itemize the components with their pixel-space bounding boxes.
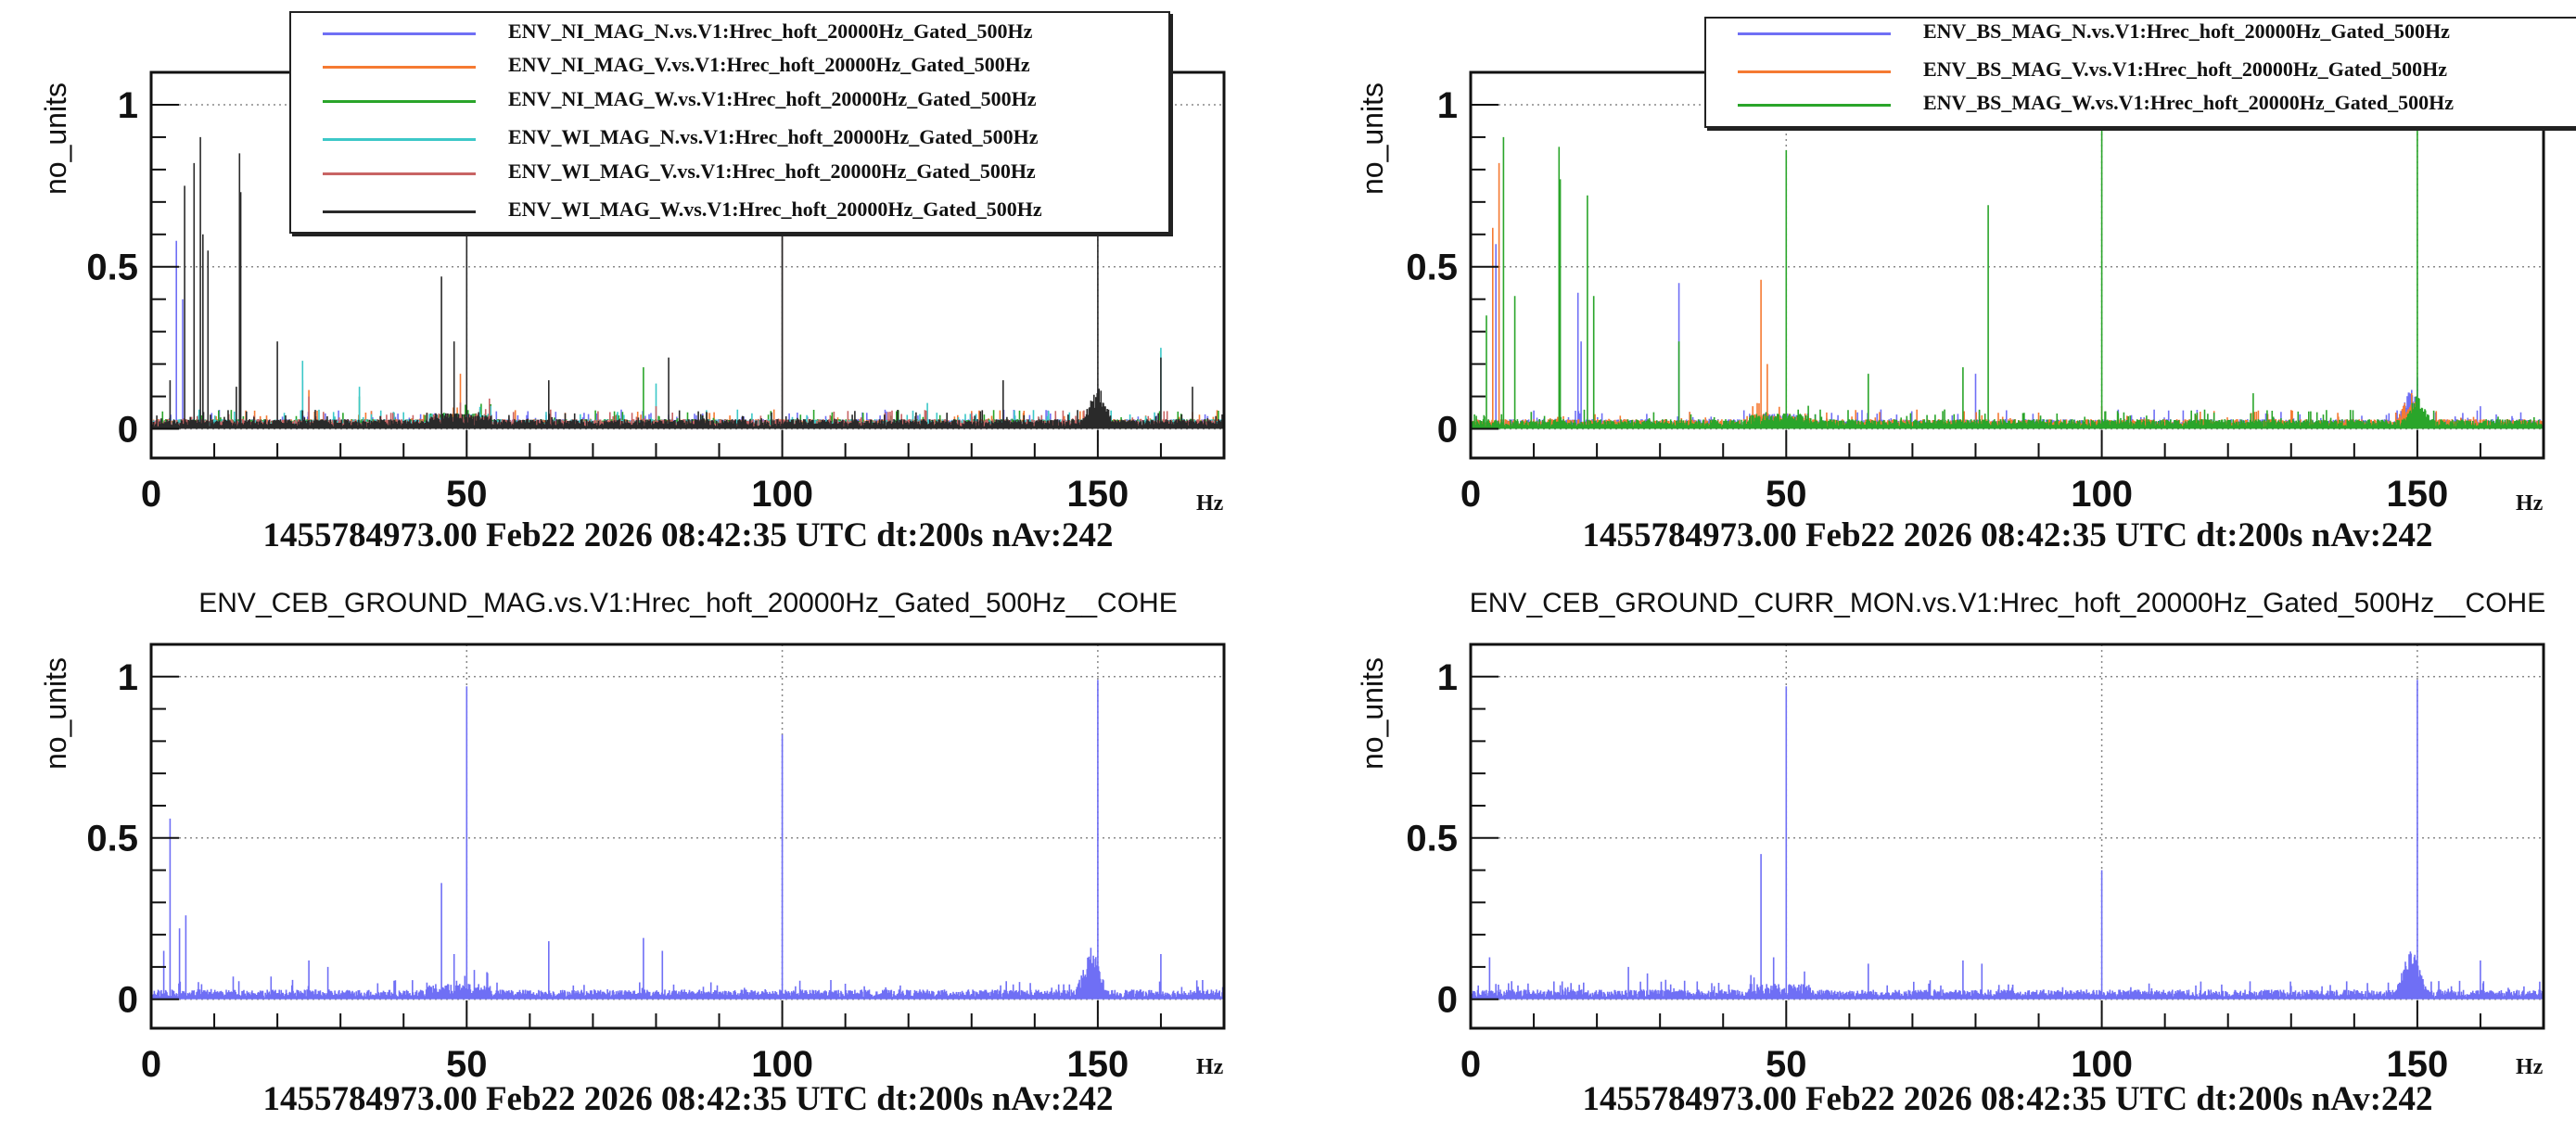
legend-entry: ENV_NI_MAG_N.vs.V1:Hrec_hoft_20000Hz_Gat… (291, 19, 1168, 47)
x-tick-label: 0 (1460, 474, 1481, 515)
legend-line-swatch (1738, 70, 1891, 73)
legend-entry: ENV_WI_MAG_V.vs.V1:Hrec_hoft_20000Hz_Gat… (291, 159, 1168, 187)
legend-line-swatch (323, 172, 476, 175)
x-tick-label: 100 (2071, 474, 2133, 515)
y-tick-label: 0 (1437, 980, 1458, 1021)
legend-label: ENV_BS_MAG_W.vs.V1:Hrec_hoft_20000Hz_Gat… (1923, 91, 2454, 114)
y-tick-label: 0.5 (1406, 248, 1458, 288)
plot2-title: 1455784973.00 Feb22 2026 08:42:35 UTC dt… (1582, 516, 2433, 554)
plot4-xlabel: Hz (2516, 1055, 2544, 1079)
plot3-heading: ENV_CEB_GROUND_MAG.vs.V1:Hrec_hoft_20000… (198, 588, 1178, 618)
legend-label: ENV_BS_MAG_V.vs.V1:Hrec_hoft_20000Hz_Gat… (1923, 57, 2448, 81)
legend-line-swatch (323, 210, 476, 213)
x-tick-label: 50 (446, 474, 488, 515)
series-blue (150, 240, 1225, 429)
legend-label: ENV_WI_MAG_V.vs.V1:Hrec_hoft_20000Hz_Gat… (508, 159, 1036, 183)
legend-entry: ENV_WI_MAG_W.vs.V1:Hrec_hoft_20000Hz_Gat… (291, 197, 1168, 225)
series-blue (150, 680, 1225, 999)
series-orange (1470, 162, 2544, 429)
y-tick-label: 0.5 (86, 248, 138, 288)
legend-label: ENV_NI_MAG_N.vs.V1:Hrec_hoft_20000Hz_Gat… (508, 19, 1033, 43)
x-tick-label: 150 (1067, 1044, 1129, 1085)
y-tick-label: 1 (118, 85, 138, 126)
legend-entry: ENV_NI_MAG_W.vs.V1:Hrec_hoft_20000Hz_Gat… (291, 87, 1168, 115)
plot-2: 0 50 100 150 0 0.5 1 (1406, 70, 2545, 515)
series-green (1470, 108, 2544, 429)
x-tick-label: 100 (751, 474, 813, 515)
x-tick-label: 0 (141, 474, 161, 515)
legend-line-swatch (323, 138, 476, 141)
plot4-ylabel: no_units (1356, 657, 1389, 770)
x-tick-label: 150 (1067, 474, 1129, 515)
plot4-title: 1455784973.00 Feb22 2026 08:42:35 UTC dt… (1582, 1080, 2433, 1118)
plot1-ylabel: no_units (39, 83, 72, 195)
plot2-xlabel: Hz (2516, 491, 2544, 516)
plot1-xlabel: Hz (1196, 491, 1224, 516)
legend-entry: ENV_BS_MAG_N.vs.V1:Hrec_hoft_20000Hz_Gat… (1706, 19, 2576, 47)
series-blue (1470, 244, 2544, 429)
x-tick-label: 50 (1766, 1044, 1807, 1085)
y-tick-label: 0.5 (86, 819, 138, 859)
legend-line-swatch (1738, 32, 1891, 35)
plot-3: 0 50 100 150 0 0.5 1 (86, 643, 1226, 1085)
plot-1: 0 50 100 150 0 0.5 1 (86, 70, 1226, 515)
plot4-heading: ENV_CEB_GROUND_CURR_MON.vs.V1:Hrec_hoft_… (1469, 588, 2546, 618)
plot1-title: 1455784973.00 Feb22 2026 08:42:35 UTC dt… (262, 516, 1114, 554)
plot3-ylabel: no_units (39, 657, 72, 770)
plot2-ylabel: no_units (1356, 83, 1389, 195)
x-tick-label: 150 (2387, 474, 2449, 515)
x-tick-label: 100 (2071, 1044, 2133, 1085)
plot3-xlabel: Hz (1196, 1055, 1224, 1079)
y-tick-label: 0 (1437, 410, 1458, 451)
legend-line-swatch (323, 32, 476, 35)
plot-frame (1469, 643, 2545, 1030)
legend-entry: ENV_BS_MAG_W.vs.V1:Hrec_hoft_20000Hz_Gat… (1706, 91, 2576, 119)
legend-entry: ENV_NI_MAG_V.vs.V1:Hrec_hoft_20000Hz_Gat… (291, 53, 1168, 81)
y-tick-label: 1 (1437, 657, 1458, 698)
legend-label: ENV_NI_MAG_V.vs.V1:Hrec_hoft_20000Hz_Gat… (508, 53, 1030, 76)
series-blue (1470, 680, 2544, 999)
y-tick-label: 1 (118, 657, 138, 698)
legend-label: ENV_NI_MAG_W.vs.V1:Hrec_hoft_20000Hz_Gat… (508, 87, 1037, 110)
x-tick-label: 100 (751, 1044, 813, 1085)
y-tick-label: 0 (118, 410, 138, 451)
plot3-title: 1455784973.00 Feb22 2026 08:42:35 UTC dt… (262, 1080, 1114, 1118)
y-tick-label: 0.5 (1406, 819, 1458, 859)
legend-line-swatch (1738, 104, 1891, 107)
x-tick-label: 150 (2387, 1044, 2449, 1085)
legend-entry: ENV_BS_MAG_V.vs.V1:Hrec_hoft_20000Hz_Gat… (1706, 57, 2576, 85)
y-tick-label: 0 (118, 980, 138, 1021)
x-tick-label: 50 (1766, 474, 1807, 515)
x-tick-label: 0 (1460, 1044, 1481, 1085)
plot-frame (149, 643, 1226, 1030)
legend-label: ENV_WI_MAG_W.vs.V1:Hrec_hoft_20000Hz_Gat… (508, 197, 1042, 221)
plot-frame (1469, 70, 2545, 460)
x-tick-label: 0 (141, 1044, 161, 1085)
plot2-legend: ENV_BS_MAG_N.vs.V1:Hrec_hoft_20000Hz_Gat… (1704, 17, 2576, 128)
legend-entry: ENV_WI_MAG_N.vs.V1:Hrec_hoft_20000Hz_Gat… (291, 125, 1168, 153)
x-tick-label: 50 (446, 1044, 488, 1085)
legend-line-swatch (323, 66, 476, 69)
plot1-legend: ENV_NI_MAG_N.vs.V1:Hrec_hoft_20000Hz_Gat… (289, 11, 1170, 234)
legend-label: ENV_WI_MAG_N.vs.V1:Hrec_hoft_20000Hz_Gat… (508, 125, 1039, 148)
legend-label: ENV_BS_MAG_N.vs.V1:Hrec_hoft_20000Hz_Gat… (1923, 19, 2450, 43)
y-tick-label: 1 (1437, 85, 1458, 126)
plot-4: 0 50 100 150 0 0.5 1 (1406, 643, 2545, 1085)
legend-line-swatch (323, 100, 476, 103)
